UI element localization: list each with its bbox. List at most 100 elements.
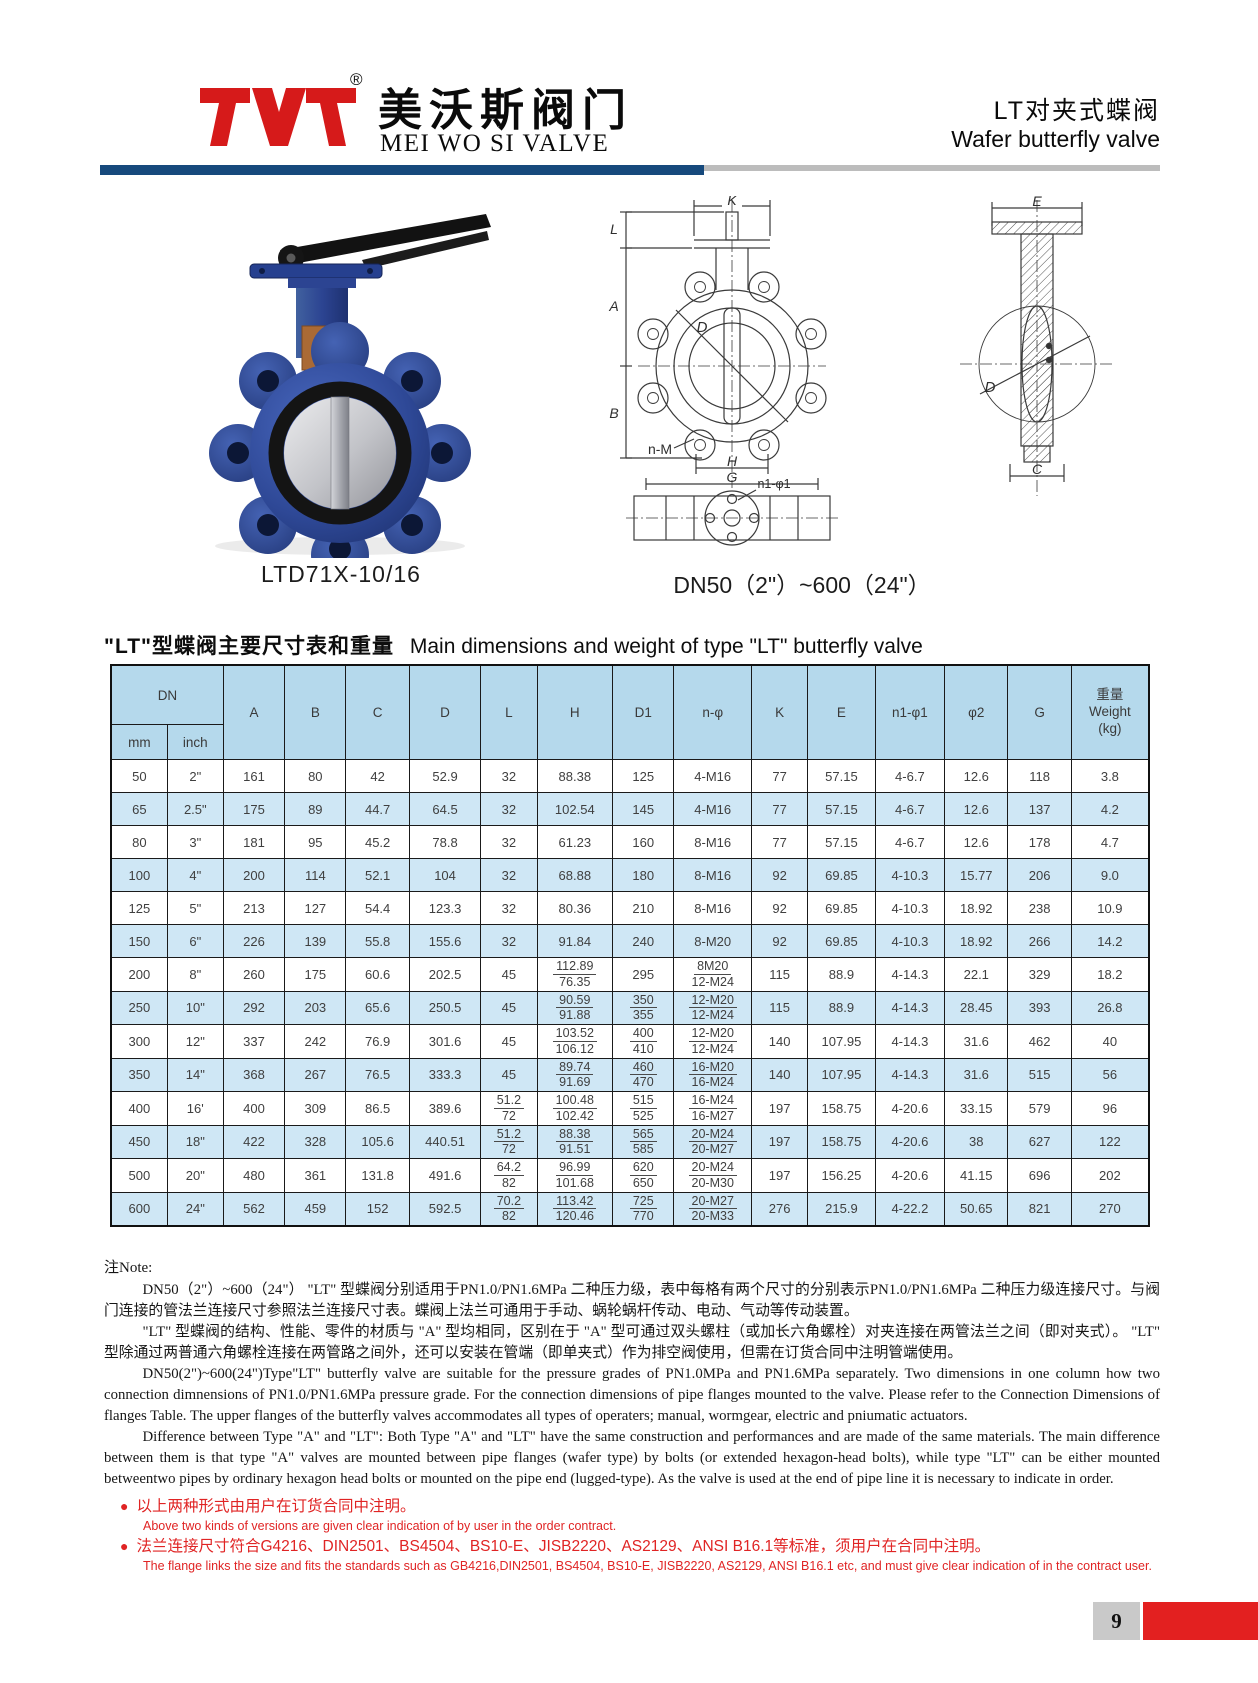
dim-label-c: C	[1032, 461, 1043, 477]
table-cell: 10"	[166, 990, 224, 1025]
table-cell: 565 585	[612, 1124, 675, 1159]
table-cell: 114	[284, 858, 347, 892]
table-cell: 77	[751, 792, 809, 826]
table-row: 200 8" 260 175 60.6 202.5 45 112.89 76.35 295 8M20…	[110, 957, 1150, 992]
table-cell: 52.9	[408, 759, 482, 793]
order-note-1-cn: 以上两种形式由用户在订货合同中注明。	[136, 1498, 416, 1515]
table-cell: 4-6.7	[874, 792, 946, 826]
table-cell: 361	[284, 1158, 347, 1193]
col-header-13: G	[1007, 664, 1072, 760]
table-cell: 328	[284, 1124, 347, 1159]
table-cell: 4.2	[1070, 792, 1150, 826]
table-cell: 158.75	[807, 1091, 876, 1126]
note-paragraph-en-1: DN50(2")~600(24")Type"LT" butterfly valv…	[104, 1366, 1160, 1425]
table-cell: 178	[1007, 825, 1072, 859]
table-cell: 4-10.3	[874, 891, 946, 925]
order-notes: ● 以上两种形式由用户在订货合同中注明。 Above two kinds of v…	[120, 1497, 1160, 1577]
col-header-8: n-φ	[673, 664, 753, 760]
table-cell: 12-M20 12-M24	[673, 990, 753, 1025]
table-cell: 4-6.7	[874, 825, 946, 859]
table-cell: 368	[222, 1057, 286, 1092]
col-subheader-mm: mm	[110, 724, 168, 760]
table-cell: 240	[612, 924, 675, 958]
table-cell: 592.5	[408, 1191, 482, 1227]
product-title-cn: LT对夹式蝶阀	[993, 97, 1160, 125]
table-cell: 139	[284, 924, 347, 958]
table-cell: 77	[751, 759, 809, 793]
table-cell: 4-22.2	[874, 1191, 946, 1227]
table-cell: 90.59 91.88	[536, 990, 614, 1025]
table-cell: 515 525	[612, 1091, 675, 1126]
table-cell: 562	[222, 1191, 286, 1227]
table-cell: 18.92	[944, 924, 1009, 958]
table-row: 300 12" 337 242 76.9 301.6 45 103.52 106.12 400 41…	[110, 1024, 1150, 1059]
table-cell: 32	[480, 792, 538, 826]
table-cell: 88.9	[807, 957, 876, 992]
table-cell: 8M20 12-M24	[673, 957, 753, 992]
page-number: 9	[1093, 1602, 1140, 1640]
header-divider	[100, 164, 1160, 176]
col-header-4: D	[408, 664, 482, 760]
table-cell: 107.95	[807, 1024, 876, 1059]
table-cell: 88.9	[807, 990, 876, 1025]
table-cell: 57.15	[807, 759, 876, 793]
table-cell: 115	[751, 990, 809, 1025]
table-row: 250 10" 292 203 65.6 250.5 45 90.59 91.88 350 355 1…	[110, 990, 1150, 1025]
table-cell: 579	[1007, 1091, 1072, 1126]
table-cell: 158.75	[807, 1124, 876, 1159]
table-cell: 2"	[166, 759, 224, 793]
table-cell: 301.6	[408, 1024, 482, 1059]
table-cell: 122	[1070, 1124, 1150, 1159]
table-cell: 155.6	[408, 924, 482, 958]
table-cell: 267	[284, 1057, 347, 1092]
notes-label: 注Note:	[104, 1260, 153, 1276]
table-cell: 200	[222, 858, 286, 892]
table-cell: 152	[345, 1191, 410, 1227]
table-cell: 515	[1007, 1057, 1072, 1092]
table-cell: 500	[110, 1158, 168, 1193]
order-note-2-cn: 法兰连接尺寸符合G4216、DIN2501、BS4504、BS10-E、JISB…	[136, 1537, 991, 1555]
divider-blue-bar	[100, 165, 705, 175]
table-cell: 32	[480, 891, 538, 925]
table-cell: 4-10.3	[874, 858, 946, 892]
product-title-en: Wafer butterfly valve	[951, 126, 1160, 152]
valve-photo	[209, 214, 491, 558]
table-cell: 160	[612, 825, 675, 859]
col-header-weight: 重量 Weight (kg)	[1070, 664, 1150, 760]
table-cell: 26.8	[1070, 990, 1150, 1025]
table-cell: 8-M20	[673, 924, 753, 958]
table-cell: 200	[110, 957, 168, 992]
table-row: 150 6" 226 139 55.8 155.6 32 91.84 240 8-M20 92 69.…	[110, 924, 1150, 958]
table-cell: 16'	[166, 1091, 224, 1126]
table-cell: 14"	[166, 1057, 224, 1092]
table-cell: 337	[222, 1024, 286, 1059]
table-cell: 96	[1070, 1091, 1150, 1126]
rubber-seat	[268, 381, 412, 525]
table-cell: 226	[222, 924, 286, 958]
table-cell: 4-14.3	[874, 1024, 946, 1059]
table-cell: 4-20.6	[874, 1158, 946, 1193]
bullet-icon: ●	[120, 1498, 129, 1514]
brand-w-icon	[200, 88, 356, 146]
table-cell: 91.84	[536, 924, 614, 958]
table-cell: 45	[480, 1024, 538, 1059]
table-cell: 105.6	[345, 1124, 410, 1159]
table-cell: 350	[110, 1057, 168, 1092]
table-cell: 270	[1070, 1191, 1150, 1227]
table-row: 400 16' 400 309 86.5 389.6 51.2 72 100.48 102.42 5…	[110, 1091, 1150, 1126]
table-cell: 140	[751, 1024, 809, 1059]
table-cell: 450	[110, 1124, 168, 1159]
col-header-dn: DN	[110, 664, 224, 725]
dim-label-d-front: D	[697, 319, 708, 336]
dim-label-b: B	[609, 405, 618, 421]
table-cell: 113.42 120.46	[536, 1191, 614, 1227]
table-cell: 422	[222, 1124, 286, 1159]
table-cell: 102.54	[536, 792, 614, 826]
table-cell: 80	[110, 825, 168, 859]
table-cell: 95	[284, 825, 347, 859]
table-cell: 14.2	[1070, 924, 1150, 958]
table-cell: 140	[751, 1057, 809, 1092]
table-cell: 80	[284, 759, 347, 793]
